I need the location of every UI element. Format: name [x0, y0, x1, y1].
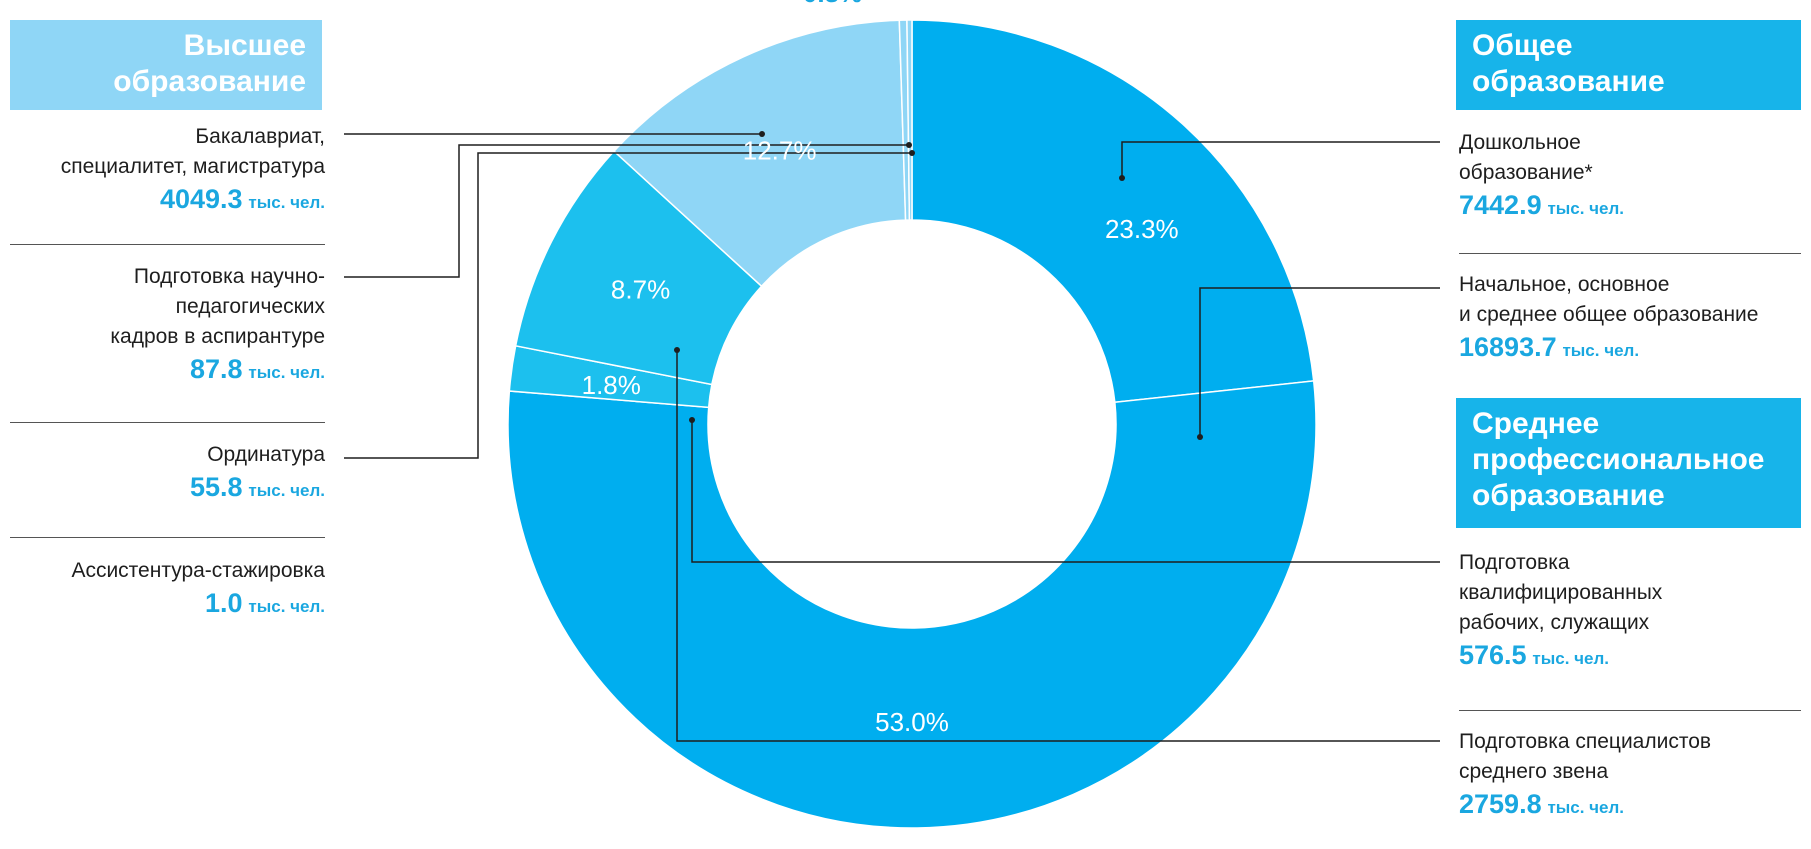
item-bachelor-value: 4049.3 [159, 184, 243, 214]
item-skilled-workers-value: 576.5 [1459, 640, 1527, 670]
item-assistantship-unit: тыс. чел. [248, 597, 325, 616]
higher-education-header-line1: Высшее [183, 29, 306, 62]
general-education-header-line2: образование [1472, 65, 1665, 98]
item-bachelor: Бакалавриат, специалитет, магистратура 4… [10, 122, 325, 218]
item-assistantship-label: Ассистентура-стажировка [71, 559, 325, 582]
item-bachelor-value-row: 4049.3 тыс. чел. [10, 184, 325, 218]
connector-skilled-workers-dot [689, 417, 695, 423]
connector-residency-dot [909, 150, 915, 156]
item-residency-unit: тыс. чел. [248, 481, 325, 500]
item-bachelor-unit: тыс. чел. [248, 193, 325, 212]
left-divider-2 [10, 422, 325, 423]
item-preschool-value: 7442.9 [1459, 190, 1542, 220]
item-mid-level-label: Подготовка специалистов среднего звена [1459, 730, 1712, 783]
item-residency: Ординатура 55.8 тыс. чел. [10, 440, 325, 506]
connector-mid-level [676, 350, 1440, 742]
item-general-school-value-row: 16893.7 тыс. чел. [1459, 332, 1804, 366]
item-postgrad-value: 87.8 [190, 354, 243, 384]
pct-label-preschool: 23.3% [1105, 214, 1179, 244]
higher-education-header-line2: образование [113, 65, 306, 98]
item-general-school-value: 16893.7 [1459, 332, 1557, 362]
connector-postgrad [344, 144, 909, 278]
item-residency-value-row: 55.8 тыс. чел. [10, 472, 325, 506]
item-general-school-unit: тыс. чел. [1562, 341, 1640, 360]
slice-residency [906, 19, 913, 221]
connector-residency [344, 152, 912, 459]
general-education-header-line1: Общее [1472, 29, 1573, 62]
pct-label-postgrad: 0.3% [803, 0, 862, 8]
item-mid-level: Подготовка специалистов среднего звена 2… [1459, 727, 1804, 823]
item-residency-label: Ординатура [207, 443, 325, 466]
item-postgrad-unit: тыс. чел. [248, 363, 325, 382]
item-skilled-workers-value-row: 576.5 тыс. чел. [1459, 640, 1804, 674]
item-preschool-value-row: 7442.9 тыс. чел. [1459, 190, 1804, 224]
item-skilled-workers-label: Подготовка квалифицированных рабочих, сл… [1459, 551, 1663, 634]
pct-label-residency: 0.2% [881, 0, 940, 3]
item-preschool-label: Дошкольное образование* [1459, 131, 1593, 184]
left-divider-3 [10, 537, 325, 538]
item-preschool: Дошкольное образование* 7442.9 тыс. чел. [1459, 128, 1804, 224]
right-divider-2 [1459, 710, 1801, 711]
left-divider-1 [10, 244, 325, 245]
connector-preschool [1121, 141, 1440, 178]
pct-label-bachelor: 12.7% [743, 135, 817, 165]
item-bachelor-label: Бакалавриат, специалитет, магистратура [60, 125, 325, 178]
connector-mid-level-dot [674, 347, 680, 353]
higher-education-header: Высшее образование [10, 20, 322, 110]
secondary-vocational-header-line2: профессиональное [1472, 443, 1765, 476]
slice-preschool [911, 19, 1315, 404]
item-skilled-workers: Подготовка квалифицированных рабочих, сл… [1459, 548, 1804, 674]
secondary-vocational-header-line1: Среднее [1472, 407, 1600, 440]
item-mid-level-value: 2759.8 [1459, 789, 1542, 819]
item-mid-level-unit: тыс. чел. [1547, 798, 1625, 817]
item-assistantship-value-row: 1.0 тыс. чел. [10, 588, 325, 622]
item-assistantship-value: 1.0 [205, 588, 243, 618]
slice-general-school [507, 380, 1317, 829]
item-general-school-label: Начальное, основное и среднее общее обра… [1459, 273, 1759, 326]
right-divider-1 [1459, 253, 1801, 254]
connector-skilled-workers [691, 420, 1440, 563]
secondary-vocational-header: Среднее профессиональное образование [1456, 398, 1801, 528]
pct-label-general-school: 53.0% [875, 707, 949, 737]
connector-preschool-dot [1119, 175, 1125, 181]
pct-label-mid-level: 1.8% [582, 370, 641, 400]
item-preschool-unit: тыс. чел. [1547, 199, 1625, 218]
item-skilled-workers-unit: тыс. чел. [1532, 649, 1610, 668]
secondary-vocational-header-line3: образование [1472, 479, 1665, 512]
connector-bachelor-dot [759, 131, 765, 137]
item-mid-level-value-row: 2759.8 тыс. чел. [1459, 789, 1804, 823]
connector-general-school-dot [1197, 434, 1203, 440]
item-postgrad: Подготовка научно- педагогических кадров… [10, 262, 325, 388]
item-postgrad-value-row: 87.8 тыс. чел. [10, 354, 325, 388]
item-residency-value: 55.8 [190, 472, 243, 502]
item-general-school: Начальное, основное и среднее общее обра… [1459, 270, 1804, 366]
connector-postgrad-dot [906, 142, 912, 148]
connector-general-school [1199, 287, 1440, 437]
pct-label-skilled-workers: 8.7% [611, 274, 670, 304]
item-postgrad-label: Подготовка научно- педагогических кадров… [110, 265, 325, 348]
item-assistantship: Ассистентура-стажировка 1.0 тыс. чел. [10, 556, 325, 622]
general-education-header: Общее образование [1456, 20, 1801, 110]
